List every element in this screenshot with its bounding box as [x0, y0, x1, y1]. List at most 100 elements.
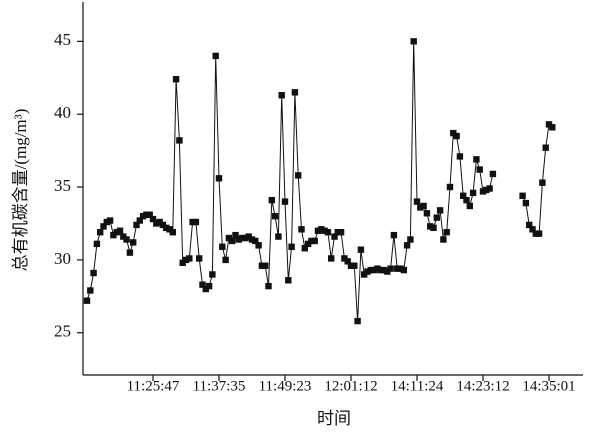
y-tick-label: 35 [54, 176, 71, 195]
data-point [463, 196, 470, 204]
data-point [262, 262, 269, 269]
data-point [258, 262, 266, 269]
data-point [539, 179, 546, 186]
data-point [351, 262, 358, 269]
data-point [367, 266, 374, 274]
data-point [149, 215, 157, 223]
data-point [394, 265, 401, 272]
data-point [542, 144, 549, 151]
data-point [324, 229, 332, 236]
data-point [453, 132, 460, 140]
data-point [186, 255, 193, 262]
data-point [275, 233, 282, 240]
data-point [443, 229, 450, 236]
data-point [126, 249, 134, 256]
data-point [215, 175, 223, 182]
data-point [255, 242, 262, 249]
data-point [156, 218, 163, 226]
data-point [298, 226, 305, 233]
x-tick-label: 14:35:01 [522, 378, 575, 394]
data-point [314, 227, 322, 234]
data-point [225, 234, 233, 242]
data-line [86, 41, 553, 322]
data-point [318, 226, 325, 233]
data-point [430, 224, 437, 232]
data-point [139, 212, 147, 220]
data-point [163, 224, 170, 232]
data-point [291, 89, 299, 96]
y-tick-label: 45 [54, 30, 71, 49]
data-point [483, 186, 490, 194]
data-point [271, 212, 279, 220]
data-point [446, 183, 454, 191]
data-point [242, 234, 249, 242]
data-point [130, 239, 137, 246]
data-point [400, 266, 407, 274]
data-point [136, 217, 143, 224]
data-point [436, 207, 444, 214]
data-point [354, 317, 361, 325]
data-point [522, 199, 530, 207]
data-point [410, 38, 417, 45]
data-point [295, 172, 302, 179]
data-point [87, 287, 94, 294]
data-point [374, 265, 381, 272]
x-tick-label: 11:49:23 [259, 378, 312, 394]
data-point [120, 233, 127, 240]
data-point [331, 233, 338, 240]
data-point [209, 271, 216, 278]
data-point [341, 255, 348, 262]
data-point [245, 233, 252, 240]
data-point [172, 76, 180, 83]
data-point [486, 185, 493, 192]
data-point [489, 170, 497, 178]
data-point [390, 231, 398, 239]
data-point [529, 226, 536, 233]
data-point [110, 231, 117, 239]
data-point [364, 268, 371, 275]
x-tick-label: 11:37:35 [193, 378, 246, 394]
data-point [344, 258, 351, 265]
data-point [308, 237, 315, 245]
data-point [347, 262, 355, 269]
data-point [370, 266, 378, 274]
data-point [248, 236, 256, 243]
data-point [460, 192, 467, 199]
data-point [222, 256, 229, 264]
data-point [113, 229, 120, 236]
data-point [192, 218, 200, 226]
data-point [549, 124, 556, 131]
data-point [466, 202, 473, 210]
data-point [473, 156, 480, 163]
data-point [545, 121, 553, 128]
data-point [123, 236, 130, 243]
data-point [238, 234, 246, 242]
data-point [106, 217, 114, 224]
data-point [265, 282, 272, 290]
data-point [433, 214, 440, 221]
data-point [196, 255, 203, 262]
x-tick-label: 14:23:12 [456, 378, 509, 394]
data-point [235, 236, 242, 243]
data-point [304, 240, 312, 248]
data-point [146, 211, 153, 218]
data-point [387, 265, 394, 272]
data-point [334, 229, 341, 236]
data-point [397, 265, 404, 272]
data-point [407, 236, 414, 243]
data-point [212, 52, 219, 60]
data-point [417, 204, 424, 211]
data-point [427, 223, 434, 230]
data-point [179, 259, 186, 267]
data-point [285, 277, 292, 284]
data-point [176, 137, 183, 144]
x-tick-label: 14:11:24 [391, 378, 444, 394]
data-point [469, 189, 477, 197]
y-tick-label: 30 [54, 249, 71, 268]
data-point [97, 229, 104, 236]
data-point [278, 92, 285, 99]
data-point [189, 218, 196, 226]
data-point [440, 236, 447, 243]
